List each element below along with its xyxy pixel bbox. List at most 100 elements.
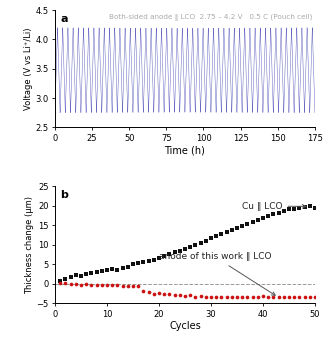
Point (151, 291, 156, 296)
Point (234, 295, 239, 300)
Point (125, 264, 130, 270)
Point (307, 204, 312, 209)
Point (162, 254, 167, 259)
Point (146, 258, 151, 264)
Point (234, 225, 239, 231)
X-axis label: Cycles: Cycles (169, 321, 201, 331)
Point (219, 295, 224, 300)
Point (136, 261, 141, 266)
Point (224, 229, 229, 235)
Point (57, 278, 63, 283)
Point (130, 262, 136, 267)
Point (84, 271, 89, 277)
Text: b: b (60, 189, 68, 200)
Point (177, 293, 182, 298)
Point (307, 295, 312, 300)
Point (193, 242, 198, 247)
Point (104, 282, 109, 287)
Point (266, 295, 271, 300)
Point (109, 283, 115, 288)
Point (297, 294, 302, 300)
Point (287, 294, 292, 299)
Point (292, 295, 297, 300)
Point (250, 219, 255, 225)
Point (188, 244, 193, 249)
Point (177, 248, 182, 253)
Point (136, 283, 141, 288)
Point (68, 281, 73, 287)
Point (297, 205, 302, 210)
Point (312, 205, 318, 210)
Text: Cu ‖ LCO: Cu ‖ LCO (242, 202, 306, 211)
Point (130, 283, 136, 289)
Point (84, 281, 89, 287)
Point (302, 204, 307, 209)
Point (229, 295, 234, 300)
Point (245, 221, 250, 227)
Point (193, 294, 198, 299)
Point (281, 208, 286, 213)
Point (271, 294, 276, 300)
Point (120, 283, 125, 288)
Text: anode of this work ‖ LCO: anode of this work ‖ LCO (159, 252, 275, 295)
Point (89, 270, 94, 276)
Point (115, 283, 120, 288)
Point (182, 294, 187, 299)
Point (94, 282, 99, 287)
Point (219, 231, 224, 237)
Point (68, 274, 73, 279)
Point (255, 294, 260, 300)
X-axis label: Time (h): Time (h) (164, 145, 205, 155)
Point (240, 294, 245, 299)
Point (125, 283, 130, 288)
Point (162, 292, 167, 297)
Point (281, 295, 286, 300)
Point (214, 294, 219, 299)
Point (63, 281, 68, 286)
Point (182, 246, 187, 251)
Point (120, 266, 125, 271)
Point (151, 257, 156, 262)
Point (167, 252, 172, 257)
Point (229, 227, 234, 233)
Point (276, 295, 281, 300)
Point (260, 215, 266, 221)
Point (89, 282, 94, 287)
Point (78, 282, 83, 287)
Point (188, 293, 193, 298)
Point (99, 268, 104, 274)
Point (73, 281, 78, 286)
Point (203, 238, 208, 243)
Point (250, 295, 255, 300)
Point (224, 294, 229, 300)
Point (63, 276, 68, 281)
Point (94, 269, 99, 274)
Point (156, 255, 162, 261)
Point (245, 295, 250, 300)
Point (214, 233, 219, 238)
Point (302, 295, 307, 300)
Point (115, 267, 120, 273)
Point (73, 272, 78, 278)
Point (260, 294, 266, 299)
Y-axis label: Thickness change (μm): Thickness change (μm) (25, 196, 34, 294)
Point (271, 212, 276, 217)
Point (109, 266, 115, 272)
Text: a: a (60, 13, 68, 24)
Point (276, 210, 281, 215)
Point (287, 207, 292, 212)
Point (312, 294, 318, 299)
Point (255, 217, 260, 223)
Point (141, 288, 146, 294)
Point (208, 295, 214, 300)
Point (172, 292, 177, 297)
Point (104, 267, 109, 273)
Point (57, 280, 63, 285)
Point (99, 283, 104, 288)
Y-axis label: Voltage (V vs Li⁺/Li): Voltage (V vs Li⁺/Li) (24, 28, 33, 110)
Point (146, 290, 151, 295)
Text: Both-sided anode ‖ LCO  2.75 – 4.2 V   0.5 C (Pouch cell): Both-sided anode ‖ LCO 2.75 – 4.2 V 0.5 … (109, 13, 312, 21)
Point (198, 240, 203, 245)
Point (167, 291, 172, 296)
Point (78, 274, 83, 279)
